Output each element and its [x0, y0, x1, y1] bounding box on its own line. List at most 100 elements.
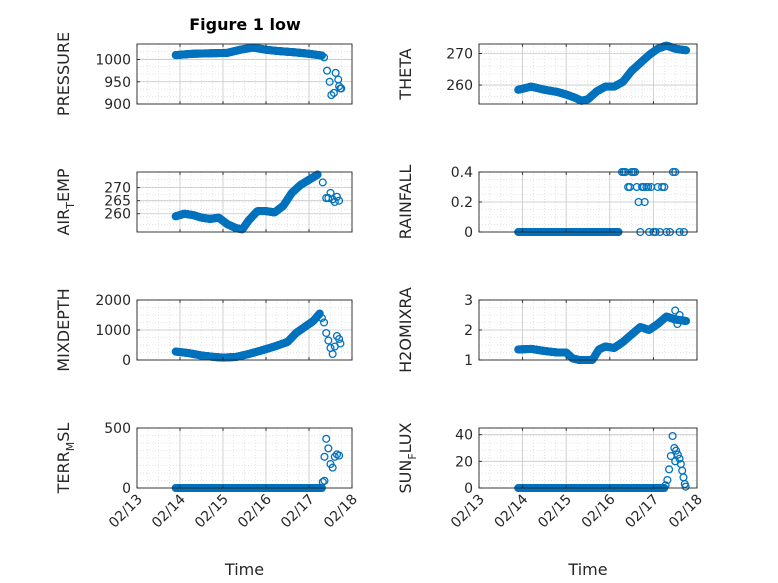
data-point: [660, 182, 669, 192]
data-point: [322, 328, 331, 338]
data-point: [337, 84, 346, 93]
data-point: [324, 444, 333, 453]
data-point: [329, 88, 338, 97]
y-tick-label: 1000: [95, 53, 131, 69]
x-tick-label: 02/13: [106, 492, 146, 532]
x-tick-label: 02/15: [192, 492, 232, 532]
series-air-temp: [171, 170, 344, 234]
y-tick-label: 1: [464, 353, 473, 369]
data-point: [324, 194, 333, 203]
data-point: [332, 192, 342, 201]
y-tick-label: 20: [455, 454, 473, 470]
y-tick-label: 0: [122, 353, 131, 369]
minor-grid: [137, 428, 352, 488]
axes-rainfall: 0 0.2 0.4 RAINFALL: [396, 165, 698, 241]
data-point: [336, 339, 345, 348]
y-tick-label: 270: [446, 46, 473, 62]
data-point: [681, 482, 690, 491]
y-axis-label: TERRMSL: [54, 423, 77, 495]
data-point: [335, 196, 344, 205]
data-point: [320, 476, 329, 485]
data-point: [682, 316, 691, 326]
data-point: [317, 51, 326, 60]
y-tick-label: 3: [464, 293, 473, 309]
y-tick-label: 0: [464, 481, 473, 497]
data-point: [322, 434, 331, 443]
axes-mixdepth: 0 1000 2000 MIXDEPTH: [54, 288, 353, 372]
y-tick-label: 40: [455, 428, 473, 444]
data-point: [327, 91, 336, 100]
y-tick-label: 265: [104, 194, 131, 210]
x-tick-label: 02/17: [278, 492, 318, 532]
x-tick-label: 02/18: [321, 492, 361, 532]
data-point: [335, 82, 344, 91]
data-point: [320, 452, 329, 461]
data-point: [668, 431, 677, 441]
y-tick-label: 270: [104, 181, 131, 197]
y-tick-label: 950: [104, 75, 131, 91]
data-point: [644, 182, 653, 192]
y-axis-label: MIXDEPTH: [54, 288, 73, 371]
data-point: [317, 313, 326, 323]
y-tick-label: 0: [122, 481, 131, 497]
x-tick-label: 02/13: [448, 492, 488, 532]
y-axis-label: SUNFLUX: [396, 422, 419, 493]
axes-box: [478, 427, 698, 489]
y-tick-label: 0: [464, 225, 473, 241]
data-point: [330, 452, 339, 461]
y-tick-label: 0.2: [451, 195, 473, 211]
figure-title: Figure 1 low: [189, 15, 301, 34]
data-point: [315, 309, 324, 318]
y-tick-label: 0.4: [451, 165, 473, 181]
series-theta: [514, 41, 691, 105]
y-tick-label: 1000: [95, 323, 131, 339]
data-point: [325, 77, 334, 86]
y-tick-label: 900: [104, 97, 131, 113]
data-point: [319, 53, 329, 62]
data-point: [324, 336, 333, 345]
axes-pressure: 900 950 1000 PRESSURE: [54, 32, 353, 116]
data-point: [319, 318, 329, 327]
y-tick-label: 2000: [95, 293, 131, 309]
x-tick-label: 02/14: [492, 491, 532, 531]
axes-sun-flux: 0 20 40 02/13 02/14 02/15 02/16 02/17 02/18 SUNFL…: [396, 422, 706, 579]
axes-box: [136, 43, 353, 105]
data-point: [323, 66, 332, 75]
x-tick-label: 02/15: [535, 492, 575, 532]
data-point: [663, 475, 672, 485]
x-tick-label: 02/17: [622, 492, 662, 532]
y-tick-label: 2: [464, 323, 473, 339]
y-axis-label: AIRTEMP: [54, 168, 77, 235]
axes-box: [478, 43, 698, 105]
data-point: [634, 197, 643, 207]
x-axis-label: Time: [567, 560, 607, 579]
y-axis-label: RAINFALL: [396, 165, 415, 240]
x-tick-label: 02/18: [666, 492, 706, 532]
data-point: [640, 197, 649, 207]
axes-box: [136, 427, 353, 489]
x-tick-label: 02/16: [235, 491, 275, 531]
y-tick-label: 500: [104, 421, 131, 437]
axes-h2omixra: 1 2 3 H2OMIXRA: [396, 287, 698, 373]
x-tick-label: 02/16: [579, 491, 619, 531]
data-point: [330, 197, 339, 207]
y-tick-label: 260: [104, 207, 131, 223]
data-point: [335, 451, 344, 460]
data-point: [318, 477, 327, 487]
x-axis-label: Time: [224, 560, 264, 579]
series-mixdepth: [171, 309, 345, 362]
data-point: [672, 446, 681, 455]
series-h2omixra: [514, 306, 691, 365]
data-point: [673, 319, 682, 329]
y-axis-label: H2OMIXRA: [396, 287, 415, 373]
axes-box: [136, 171, 353, 233]
y-axis-label: THETA: [396, 48, 415, 100]
y-axis-label: PRESSURE: [54, 32, 73, 116]
data-point: [675, 310, 684, 320]
data-point: [328, 349, 337, 359]
data-point: [318, 178, 327, 187]
data-point: [665, 465, 674, 474]
data-point: [671, 306, 680, 315]
data-point: [671, 457, 680, 466]
